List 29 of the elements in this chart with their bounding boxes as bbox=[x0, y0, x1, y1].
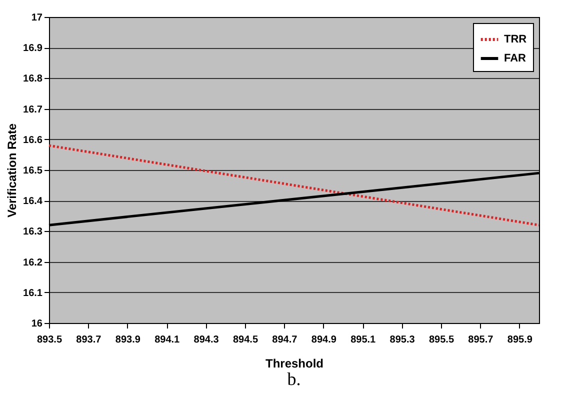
y-tick-label: 16 bbox=[31, 318, 43, 330]
x-tick-label: 894.5 bbox=[232, 334, 258, 346]
y-tick-label: 17 bbox=[31, 12, 43, 24]
x-tick-label: 893.9 bbox=[115, 334, 141, 346]
legend-label: FAR bbox=[504, 52, 526, 64]
x-tick-label: 894.7 bbox=[272, 334, 298, 346]
x-tick-label: 895.7 bbox=[468, 334, 494, 346]
y-tick-label: 16.6 bbox=[23, 134, 43, 146]
x-tick-label: 893.7 bbox=[76, 334, 102, 346]
x-tick-label: 895.9 bbox=[507, 334, 533, 346]
legend-label: TRR bbox=[504, 34, 527, 46]
y-tick-label: 16.2 bbox=[23, 257, 43, 268]
x-axis-title: Threshold bbox=[265, 356, 324, 370]
y-tick-label: 16.3 bbox=[23, 226, 43, 238]
y-tick-label: 16.9 bbox=[23, 43, 43, 54]
y-axis-title: Verification Rate bbox=[5, 123, 20, 218]
x-tick-label: 894.9 bbox=[311, 334, 337, 346]
y-tick-label: 16.1 bbox=[23, 288, 43, 299]
y-tick-label: 16.8 bbox=[23, 74, 43, 85]
x-tick-label: 895.3 bbox=[390, 334, 416, 346]
x-tick-label: 893.5 bbox=[36, 334, 62, 346]
y-tick-label: 16.5 bbox=[23, 166, 43, 176]
x-tick-label: 894.1 bbox=[154, 334, 180, 346]
x-tick-label: 895.5 bbox=[428, 334, 454, 346]
x-tick-label: 895.1 bbox=[350, 334, 376, 346]
y-tick-label: 16.4 bbox=[23, 196, 43, 208]
text: b. bbox=[287, 369, 301, 389]
y-tick-label: 16.7 bbox=[23, 104, 43, 116]
x-tick-label: 894.3 bbox=[194, 334, 220, 346]
